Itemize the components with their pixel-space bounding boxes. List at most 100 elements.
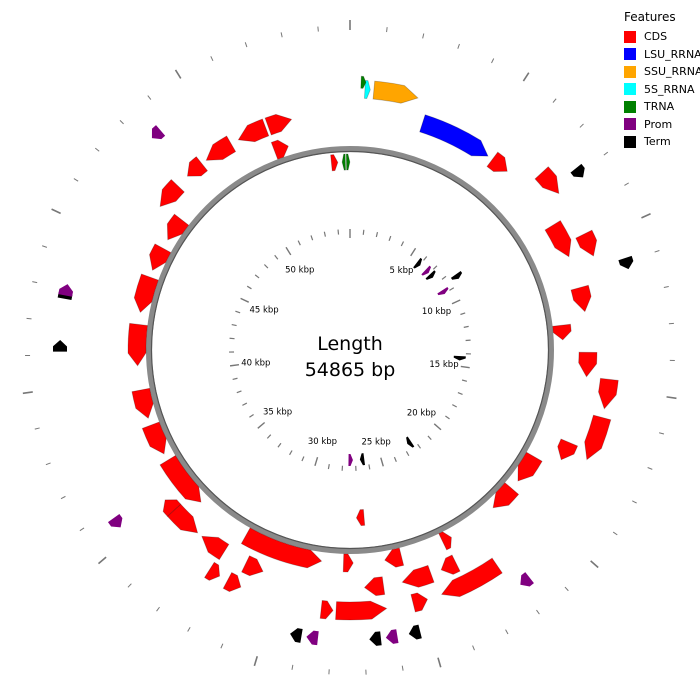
scale-label: 10 kbp	[422, 307, 451, 317]
legend: Features CDS LSU_RRNA SSU_RRNA 5S_RRNA T…	[624, 10, 700, 151]
feature-cds	[159, 178, 185, 208]
outer-tick	[552, 98, 557, 103]
outer-tick	[291, 664, 294, 670]
feature-term	[359, 453, 365, 466]
feature-ssu-rrna	[372, 80, 419, 104]
outer-tick	[472, 645, 475, 651]
feature-cds	[205, 135, 237, 161]
outer-tick	[32, 281, 38, 284]
feature-cds	[410, 592, 429, 613]
feature-cds	[186, 156, 209, 177]
outer-tick	[51, 208, 61, 215]
inner-tick	[235, 310, 241, 314]
feature-prom	[58, 284, 74, 297]
feature-cds	[544, 220, 572, 258]
outer-tick	[654, 250, 660, 253]
inner-tick	[463, 325, 469, 328]
feature-term	[453, 355, 466, 361]
feature-cds	[570, 284, 592, 313]
feature-prom	[348, 453, 353, 467]
outer-tick	[401, 665, 404, 671]
feature-cds	[440, 557, 503, 598]
feature-cds	[486, 151, 508, 172]
outer-tick	[97, 556, 107, 565]
inner-tick	[327, 464, 330, 470]
legend-label-term: Term	[644, 135, 671, 149]
feature-cds	[534, 166, 560, 195]
inner-tick	[229, 363, 240, 367]
outer-tick	[127, 583, 132, 588]
inner-tick	[451, 299, 461, 305]
inner-tick	[249, 414, 254, 418]
feature-cds	[149, 243, 172, 271]
feature-cds	[159, 455, 202, 503]
outer-tick-marks	[22, 20, 677, 675]
legend-swatch-ssu-rrna	[624, 65, 636, 78]
scale-label: 45 kbp	[249, 305, 278, 315]
legend-title: Features	[624, 10, 676, 24]
inner-tick	[301, 456, 305, 462]
inner-tick	[285, 246, 292, 256]
outer-tick	[457, 43, 460, 49]
scale-label: 25 kbp	[362, 437, 391, 447]
outer-tick	[564, 586, 569, 592]
inner-tick	[400, 241, 405, 247]
inner-tick	[274, 254, 279, 260]
inner-tick	[266, 434, 272, 439]
outer-tick	[522, 72, 530, 82]
inner-tick	[310, 235, 314, 241]
legend-swatch-cds	[624, 30, 636, 43]
feature-prom	[151, 125, 166, 140]
inner-tick	[380, 457, 384, 467]
feature-trna	[341, 153, 346, 171]
inner-tick	[441, 275, 447, 280]
feature-cds	[584, 414, 612, 461]
feature-cds	[492, 482, 520, 509]
outer-tick	[647, 467, 653, 470]
outer-tick	[22, 391, 33, 395]
scale-label: 5 kbp	[390, 266, 414, 276]
inner-tick	[368, 464, 371, 470]
backbone-ring	[146, 146, 554, 554]
feature-cds	[319, 600, 334, 620]
outer-tick	[641, 213, 651, 219]
feature-cds	[335, 600, 388, 621]
inner-tick	[314, 456, 319, 467]
feature-cds	[355, 509, 366, 527]
outer-tick	[658, 432, 665, 435]
outer-tick	[210, 56, 214, 62]
legend-item-term: Term	[624, 133, 700, 151]
outer-tick	[79, 527, 85, 532]
feature-cds	[222, 571, 242, 593]
legend-item-ssu-rrna: SSU_RRNA	[624, 63, 700, 81]
outer-tick	[612, 531, 618, 536]
feature-term	[406, 436, 415, 448]
feature-cds	[240, 527, 323, 569]
scale-label: 15 kbp	[429, 360, 458, 370]
outer-tick	[579, 123, 584, 128]
feature-cds	[517, 451, 543, 482]
inner-tick	[410, 247, 417, 257]
outer-tick	[119, 120, 124, 125]
feature-cds	[557, 438, 579, 461]
feature-cds	[552, 323, 572, 341]
legend-item-trna: TRNA	[624, 98, 700, 116]
inner-tick	[289, 450, 293, 456]
inner-tick	[277, 442, 282, 448]
inner-tick	[323, 231, 326, 237]
feature-cds	[141, 421, 167, 455]
inner-tick	[254, 274, 260, 279]
inner-tick-marks	[229, 229, 471, 471]
legend-label-trna: TRNA	[644, 100, 675, 114]
legend-label-5s-rrna: 5S_RRNA	[644, 82, 695, 96]
inner-tick	[257, 421, 266, 429]
feature-term	[369, 631, 382, 646]
outer-tick	[280, 32, 283, 38]
feature-prom	[421, 265, 432, 276]
feature-term	[290, 628, 303, 643]
length-value: 54865 bp	[305, 359, 396, 381]
scale-label: 40 kbp	[241, 358, 270, 368]
outer-tick	[505, 629, 509, 635]
feature-term	[570, 163, 585, 178]
feature-term	[413, 257, 423, 269]
